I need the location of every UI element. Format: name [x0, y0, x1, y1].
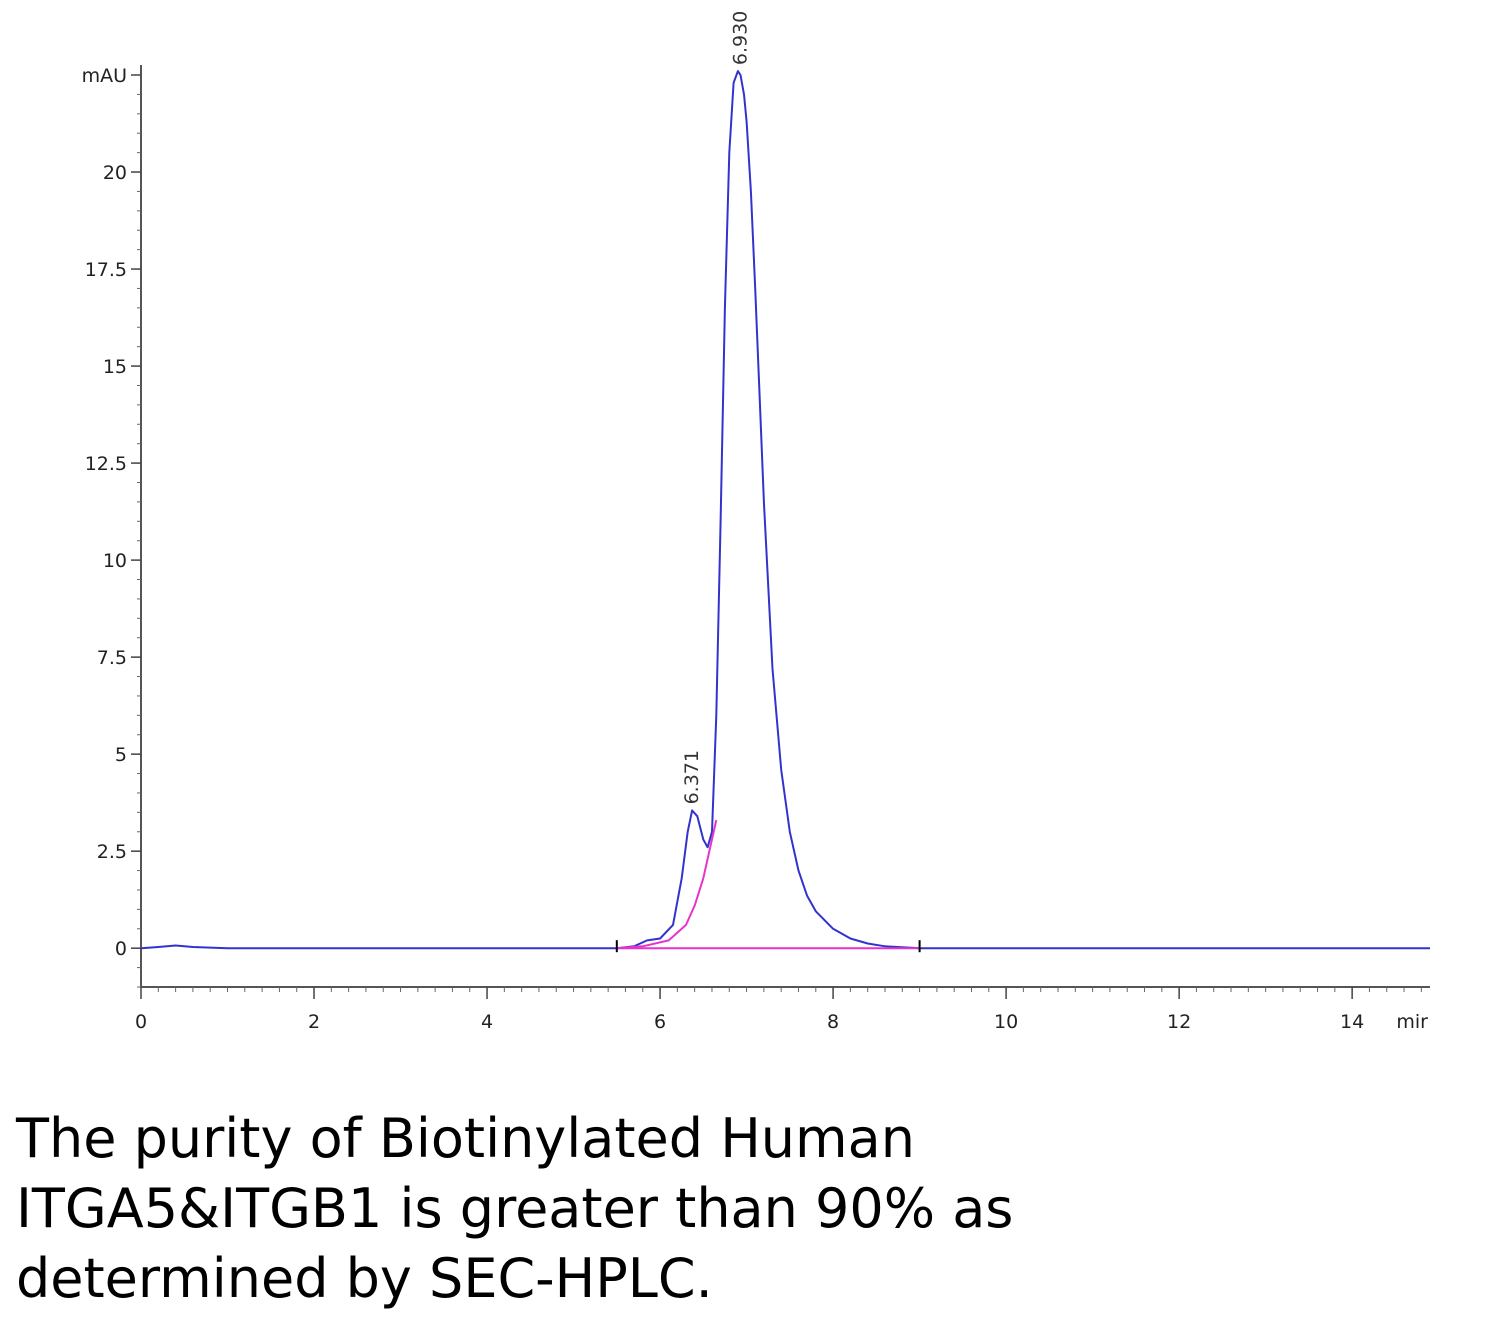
x-tick-label: 4: [481, 1011, 493, 1033]
peak-label: 6.930: [730, 11, 752, 65]
figure-caption: The purity of Biotinylated Human ITGA5&I…: [16, 1104, 1116, 1314]
caption-line-2: ITGA5&ITGB1 is greater than 90% as: [16, 1177, 1014, 1240]
y-unit-label: mAU: [82, 65, 127, 87]
y-tick-label: 15: [103, 356, 127, 378]
caption-line-1: The purity of Biotinylated Human: [16, 1107, 915, 1170]
series-line-2: [616, 819, 718, 950]
x-tick-label: 6: [654, 1011, 666, 1033]
x-tick-label: 14: [1340, 1011, 1364, 1033]
chromatogram-svg: 0 2.5 5 7.5 10 12.5 15 17.5 20 mAU 0 2 4 6 8 10 12 14 mir 6…: [82, 11, 1430, 1033]
y-tick-label: 2.5: [97, 841, 127, 863]
y-tick-label: 17.5: [85, 259, 127, 281]
chromatogram-chart: 0 2.5 5 7.5 10 12.5 15 17.5 20 mAU 0 2 4 6 8 10 12 14 mir 6…: [82, 11, 1430, 1033]
y-tick-label: 10: [103, 550, 127, 572]
x-unit-label: mir: [1396, 1011, 1428, 1033]
x-tick-label: 2: [308, 1011, 320, 1033]
y-tick-label: 0: [115, 938, 127, 960]
y-tick-label: 7.5: [97, 647, 127, 669]
peak-label: 6.371: [681, 750, 703, 804]
caption-line-3: determined by SEC-HPLC.: [16, 1247, 713, 1310]
y-tick-label: 20: [103, 162, 127, 184]
y-tick-label: 5: [115, 744, 127, 766]
series-line-1: [140, 70, 1430, 950]
x-tick-label: 8: [827, 1011, 839, 1033]
x-tick-label: 12: [1167, 1011, 1191, 1033]
x-tick-label: 0: [135, 1011, 147, 1033]
y-tick-label: 12.5: [85, 453, 127, 475]
x-tick-label: 10: [994, 1011, 1018, 1033]
